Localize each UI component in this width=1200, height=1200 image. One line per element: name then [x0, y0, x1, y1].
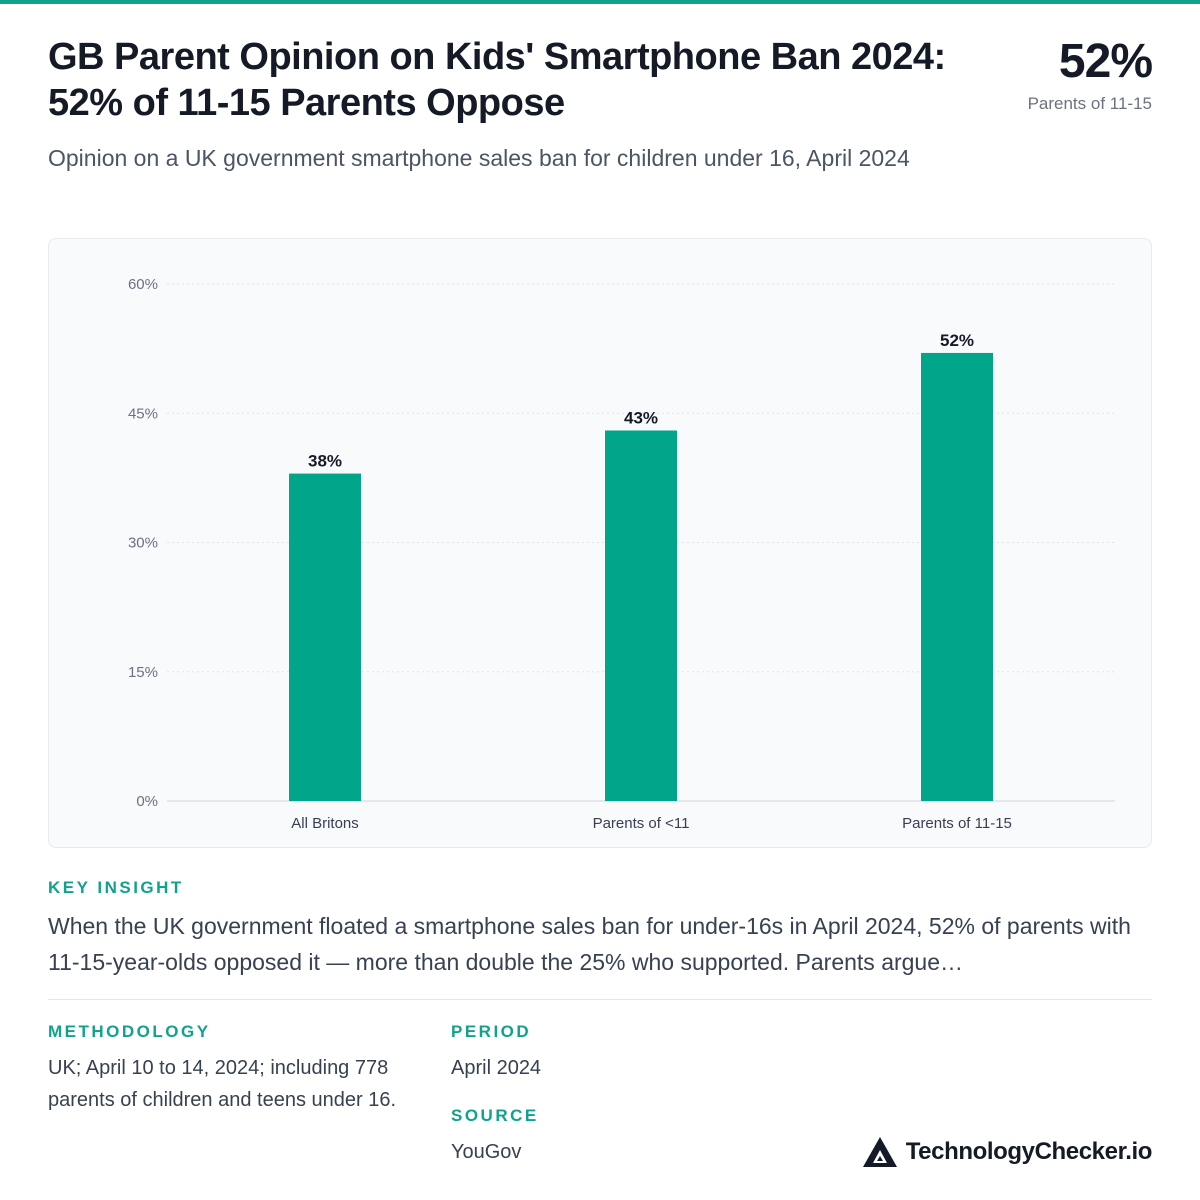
page-subtitle: Opinion on a UK government smartphone sa… [48, 145, 910, 171]
brand-logo: TechnologyChecker.io [862, 1136, 1152, 1168]
top-accent-rule [0, 0, 1200, 4]
y-tick-label: 60% [128, 276, 158, 293]
x-tick-label: All Britons [291, 815, 359, 832]
kpi-value: 52% [1058, 35, 1153, 88]
bar [289, 473, 361, 801]
kpi-label: Parents of 11-15 [1027, 94, 1152, 113]
key-insight-text: When the UK government floated a smartph… [48, 913, 1131, 975]
bar-value-label: 38% [308, 452, 342, 471]
kpi-callout: 52% Parents of 11-15 [1027, 34, 1153, 114]
chart-card: 0% 15% 30% 45% 60% 38% All Britons 43% Parents o… [48, 238, 1152, 848]
bar-value-label: 43% [624, 408, 658, 427]
bar [605, 430, 677, 801]
triangle-logo-icon [862, 1137, 897, 1167]
title-line-1: GB Parent Opinion on Kids' Smartphone Ba… [48, 36, 946, 78]
source-label: SOURCE [451, 1106, 539, 1125]
bar [921, 352, 993, 801]
y-tick-label: 15% [128, 664, 158, 681]
x-tick-label: Parents of 11-15 [902, 815, 1012, 832]
x-tick-label: Parents of <11 [593, 815, 690, 832]
methodology-text: UK; April 10 to 14, 2024; including 778 … [48, 1057, 397, 1111]
section-divider [48, 999, 1152, 1000]
y-tick-label: 45% [128, 405, 158, 422]
y-tick-label: 0% [136, 793, 158, 810]
key-insight-label: KEY INSIGHT [48, 878, 184, 897]
brand-name: TechnologyChecker.io [905, 1138, 1153, 1165]
bar-chart: 0% 15% 30% 45% 60% 38% All Britons 43% Parents o… [128, 276, 1115, 832]
y-tick-label: 30% [128, 535, 158, 552]
bar-value-label: 52% [940, 331, 974, 350]
page-title: GB Parent Opinion on Kids' Smartphone Ba… [48, 34, 948, 126]
methodology-label: METHODOLOGY [48, 1022, 211, 1041]
period-text: April 2024 [451, 1057, 542, 1079]
source-text: YouGov [451, 1141, 522, 1163]
title-line-2: 52% of 11-15 Parents Oppose [48, 82, 565, 124]
period-label: PERIOD [451, 1022, 532, 1041]
